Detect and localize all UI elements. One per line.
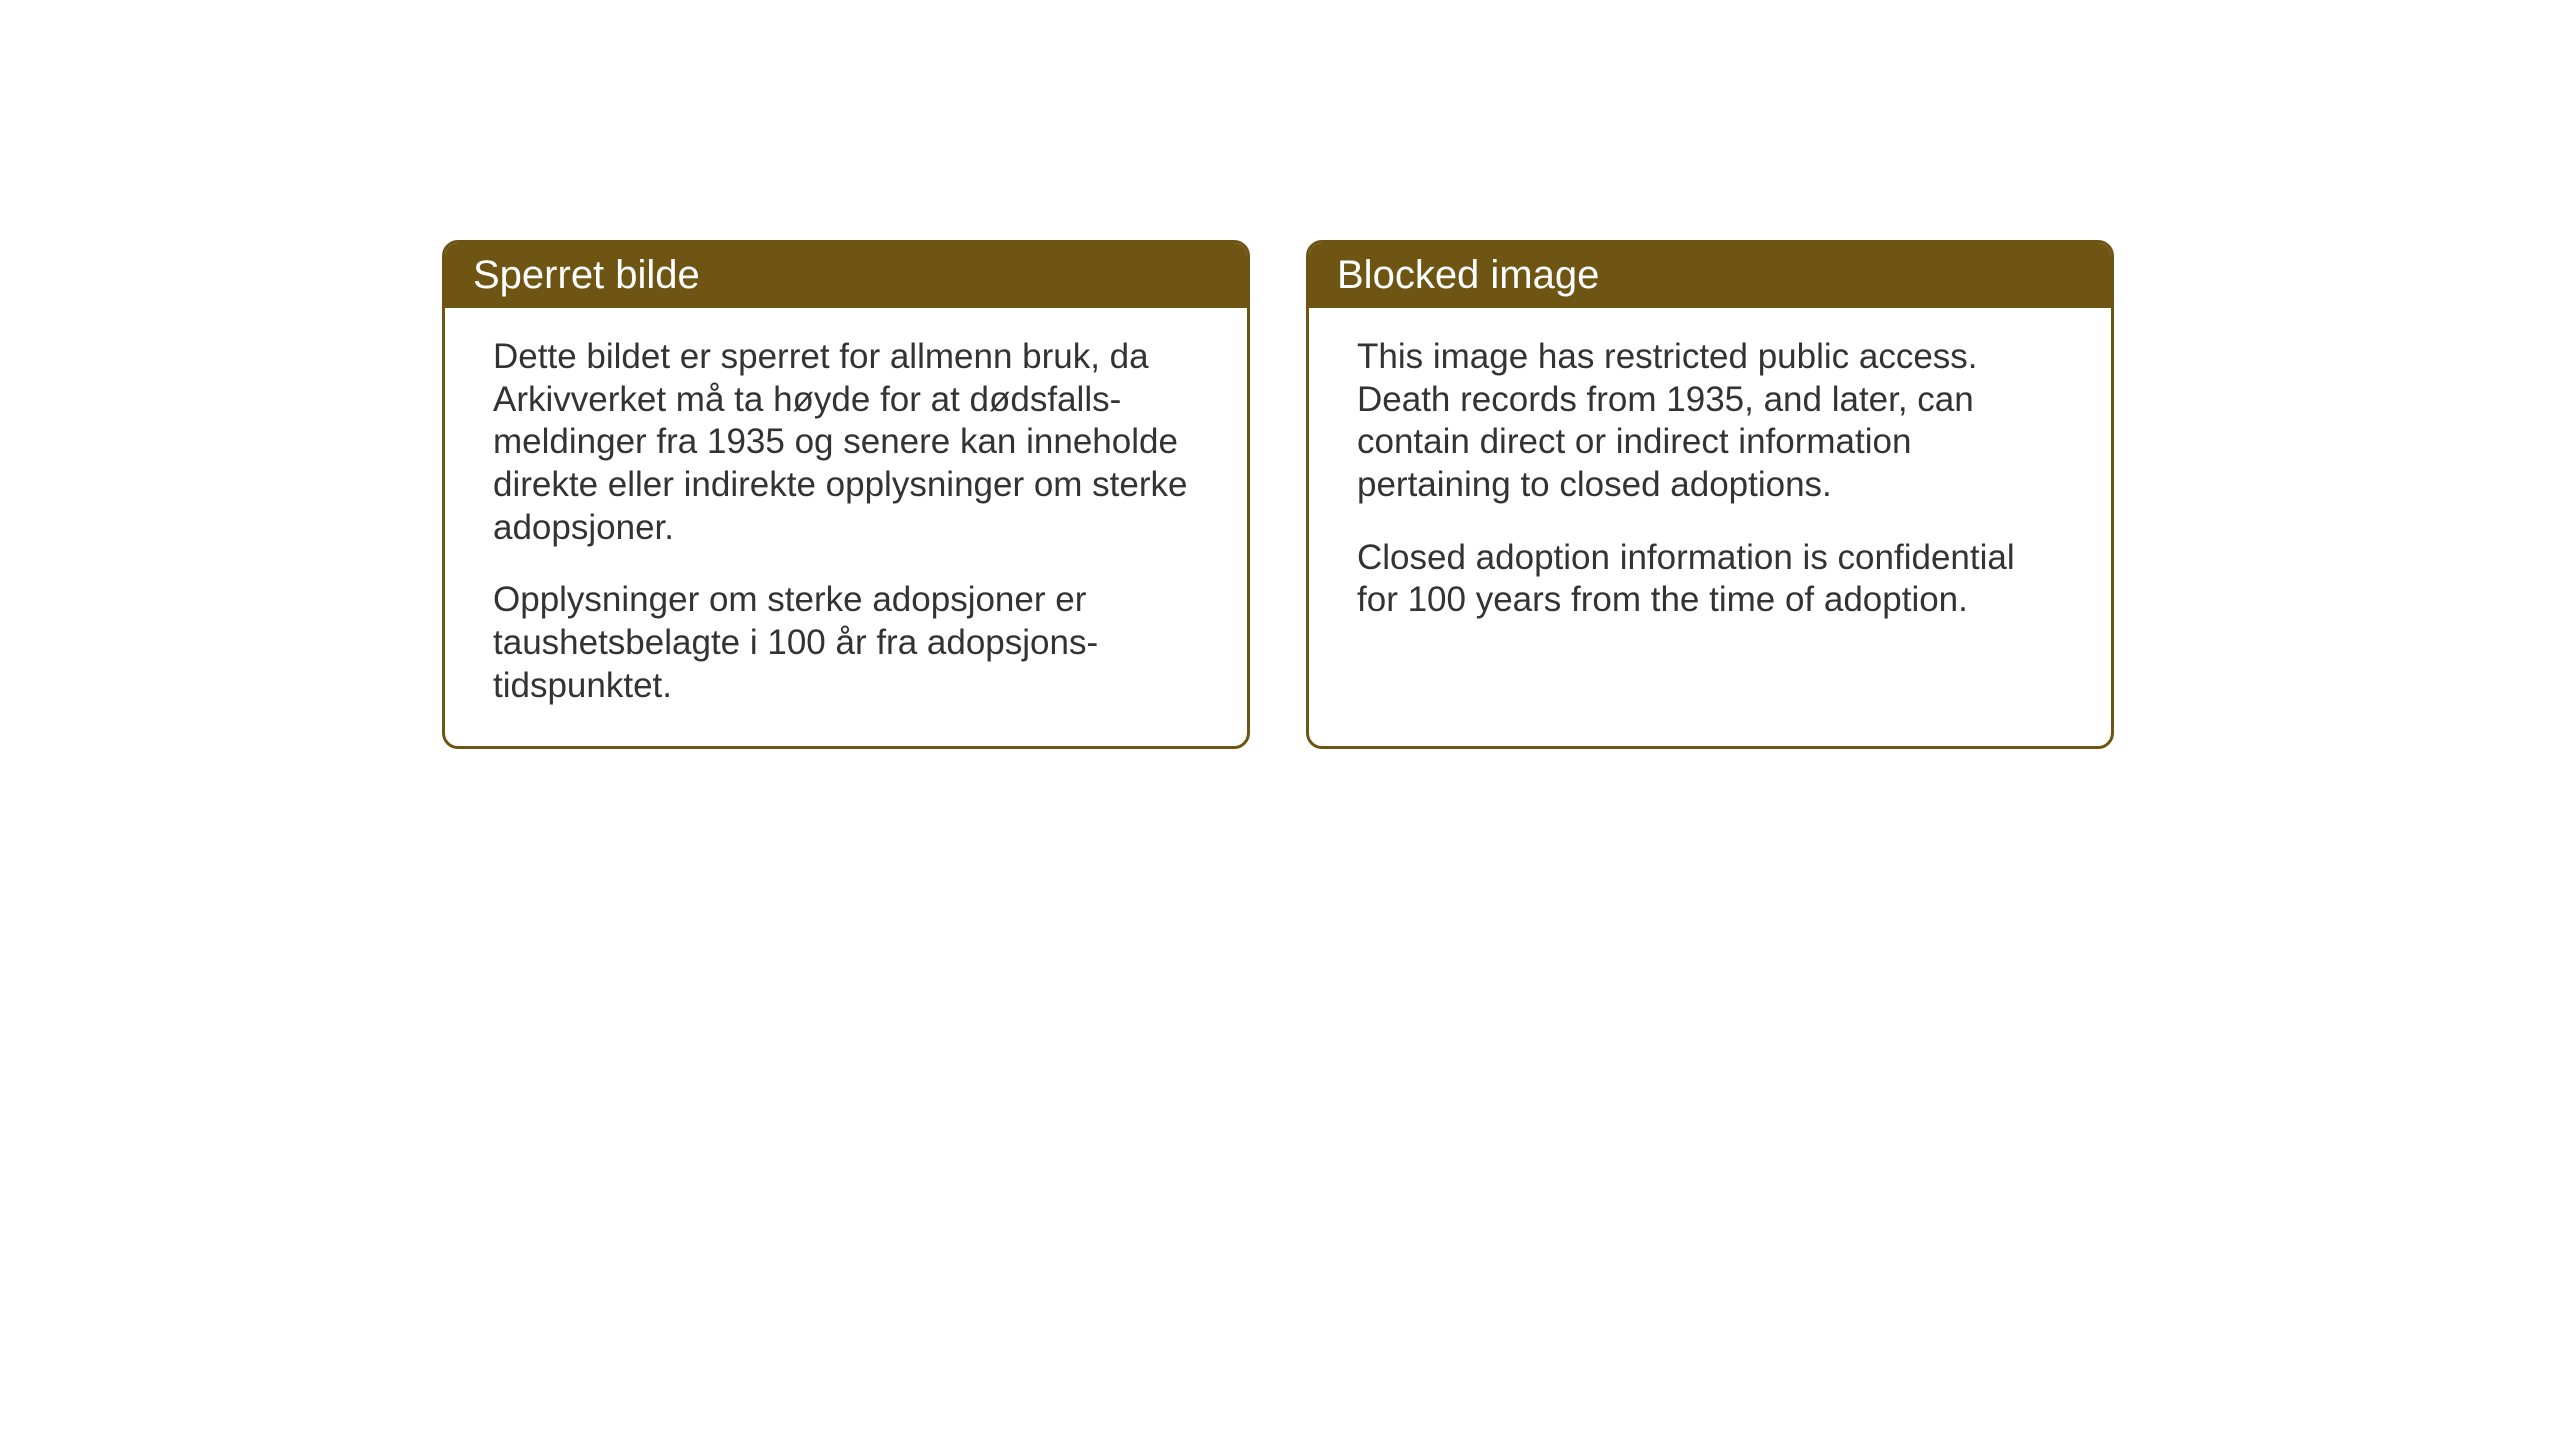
notice-card-norwegian: Sperret bilde Dette bildet er sperret fo… bbox=[442, 240, 1250, 749]
paragraph-2-norwegian: Opplysninger om sterke adopsjoner er tau… bbox=[493, 579, 1199, 707]
paragraph-1-norwegian: Dette bildet er sperret for allmenn bruk… bbox=[493, 336, 1199, 549]
notice-card-english: Blocked image This image has restricted … bbox=[1306, 240, 2114, 749]
paragraph-2-english: Closed adoption information is confident… bbox=[1357, 537, 2063, 622]
card-header-norwegian: Sperret bilde bbox=[445, 243, 1247, 308]
card-header-english: Blocked image bbox=[1309, 243, 2111, 308]
notice-container: Sperret bilde Dette bildet er sperret fo… bbox=[442, 240, 2114, 749]
paragraph-1-english: This image has restricted public access.… bbox=[1357, 336, 2063, 507]
card-body-norwegian: Dette bildet er sperret for allmenn bruk… bbox=[445, 308, 1247, 746]
card-body-english: This image has restricted public access.… bbox=[1309, 308, 2111, 660]
card-title-english: Blocked image bbox=[1337, 253, 1599, 297]
card-title-norwegian: Sperret bilde bbox=[473, 253, 700, 297]
